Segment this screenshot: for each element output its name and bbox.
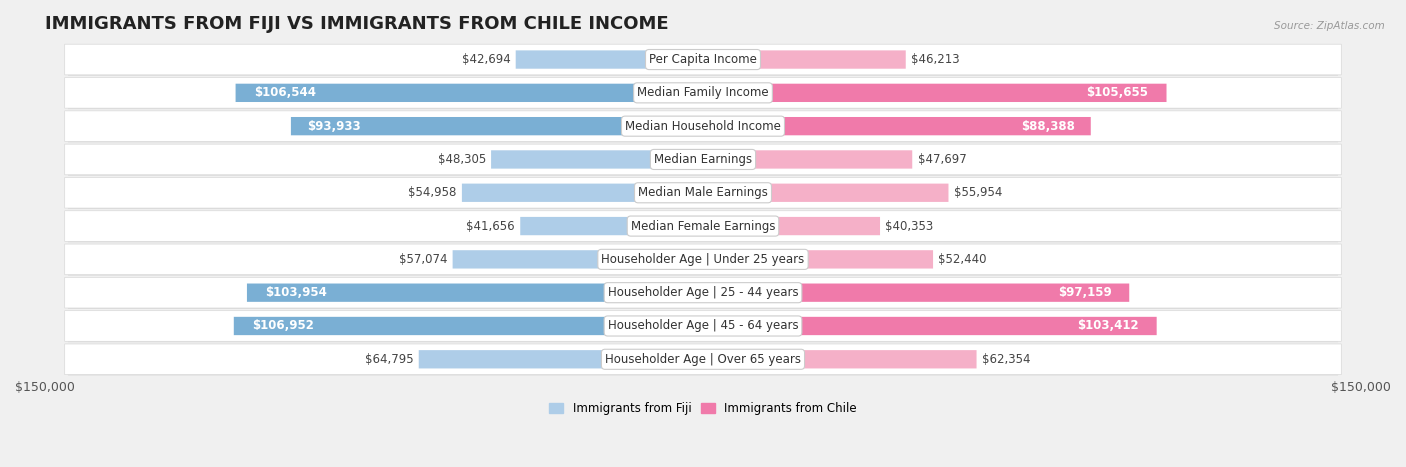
Text: $105,655: $105,655 bbox=[1085, 86, 1147, 99]
Text: $41,656: $41,656 bbox=[467, 219, 515, 233]
Text: Householder Age | 25 - 44 years: Householder Age | 25 - 44 years bbox=[607, 286, 799, 299]
Text: Householder Age | Under 25 years: Householder Age | Under 25 years bbox=[602, 253, 804, 266]
FancyBboxPatch shape bbox=[703, 184, 949, 202]
FancyBboxPatch shape bbox=[67, 78, 1339, 109]
FancyBboxPatch shape bbox=[65, 311, 1341, 341]
FancyBboxPatch shape bbox=[65, 211, 1341, 241]
Text: $52,440: $52,440 bbox=[938, 253, 987, 266]
FancyBboxPatch shape bbox=[65, 277, 1341, 308]
Text: Median Family Income: Median Family Income bbox=[637, 86, 769, 99]
Text: Median Female Earnings: Median Female Earnings bbox=[631, 219, 775, 233]
FancyBboxPatch shape bbox=[291, 117, 703, 135]
Text: $47,697: $47,697 bbox=[918, 153, 966, 166]
FancyBboxPatch shape bbox=[419, 350, 703, 368]
Text: $106,544: $106,544 bbox=[254, 86, 316, 99]
FancyBboxPatch shape bbox=[65, 344, 1341, 375]
Text: $42,694: $42,694 bbox=[461, 53, 510, 66]
Text: $103,412: $103,412 bbox=[1077, 319, 1139, 333]
FancyBboxPatch shape bbox=[703, 84, 1167, 102]
FancyBboxPatch shape bbox=[703, 217, 880, 235]
FancyBboxPatch shape bbox=[516, 50, 703, 69]
FancyBboxPatch shape bbox=[703, 317, 1157, 335]
FancyBboxPatch shape bbox=[491, 150, 703, 169]
FancyBboxPatch shape bbox=[65, 111, 1341, 142]
Text: $64,795: $64,795 bbox=[364, 353, 413, 366]
FancyBboxPatch shape bbox=[520, 217, 703, 235]
FancyBboxPatch shape bbox=[67, 278, 1339, 309]
FancyBboxPatch shape bbox=[65, 44, 1341, 75]
Text: $40,353: $40,353 bbox=[886, 219, 934, 233]
Text: $57,074: $57,074 bbox=[399, 253, 447, 266]
FancyBboxPatch shape bbox=[233, 317, 703, 335]
FancyBboxPatch shape bbox=[703, 250, 934, 269]
FancyBboxPatch shape bbox=[463, 184, 703, 202]
FancyBboxPatch shape bbox=[67, 311, 1339, 342]
Text: $54,958: $54,958 bbox=[408, 186, 457, 199]
FancyBboxPatch shape bbox=[67, 345, 1339, 375]
FancyBboxPatch shape bbox=[65, 78, 1341, 108]
FancyBboxPatch shape bbox=[703, 350, 977, 368]
FancyBboxPatch shape bbox=[67, 245, 1339, 276]
Text: Source: ZipAtlas.com: Source: ZipAtlas.com bbox=[1274, 21, 1385, 31]
Text: $55,954: $55,954 bbox=[953, 186, 1002, 199]
Text: $106,952: $106,952 bbox=[253, 319, 315, 333]
FancyBboxPatch shape bbox=[67, 112, 1339, 142]
Text: Median Male Earnings: Median Male Earnings bbox=[638, 186, 768, 199]
FancyBboxPatch shape bbox=[65, 177, 1341, 208]
Text: $88,388: $88,388 bbox=[1021, 120, 1076, 133]
FancyBboxPatch shape bbox=[67, 145, 1339, 176]
Text: Householder Age | Over 65 years: Householder Age | Over 65 years bbox=[605, 353, 801, 366]
FancyBboxPatch shape bbox=[67, 178, 1339, 209]
Text: IMMIGRANTS FROM FIJI VS IMMIGRANTS FROM CHILE INCOME: IMMIGRANTS FROM FIJI VS IMMIGRANTS FROM … bbox=[45, 15, 669, 33]
FancyBboxPatch shape bbox=[703, 150, 912, 169]
Text: $48,305: $48,305 bbox=[437, 153, 486, 166]
Text: Householder Age | 45 - 64 years: Householder Age | 45 - 64 years bbox=[607, 319, 799, 333]
FancyBboxPatch shape bbox=[247, 283, 703, 302]
Text: Median Household Income: Median Household Income bbox=[626, 120, 780, 133]
FancyBboxPatch shape bbox=[67, 212, 1339, 242]
Text: $93,933: $93,933 bbox=[308, 120, 361, 133]
FancyBboxPatch shape bbox=[65, 144, 1341, 175]
Text: $97,159: $97,159 bbox=[1059, 286, 1112, 299]
FancyBboxPatch shape bbox=[67, 45, 1339, 76]
Text: Median Earnings: Median Earnings bbox=[654, 153, 752, 166]
Text: Per Capita Income: Per Capita Income bbox=[650, 53, 756, 66]
Text: $62,354: $62,354 bbox=[981, 353, 1031, 366]
Legend: Immigrants from Fiji, Immigrants from Chile: Immigrants from Fiji, Immigrants from Ch… bbox=[544, 397, 862, 420]
FancyBboxPatch shape bbox=[703, 50, 905, 69]
Text: $103,954: $103,954 bbox=[266, 286, 328, 299]
FancyBboxPatch shape bbox=[236, 84, 703, 102]
FancyBboxPatch shape bbox=[453, 250, 703, 269]
FancyBboxPatch shape bbox=[703, 283, 1129, 302]
Text: $46,213: $46,213 bbox=[911, 53, 960, 66]
FancyBboxPatch shape bbox=[703, 117, 1091, 135]
FancyBboxPatch shape bbox=[65, 244, 1341, 275]
